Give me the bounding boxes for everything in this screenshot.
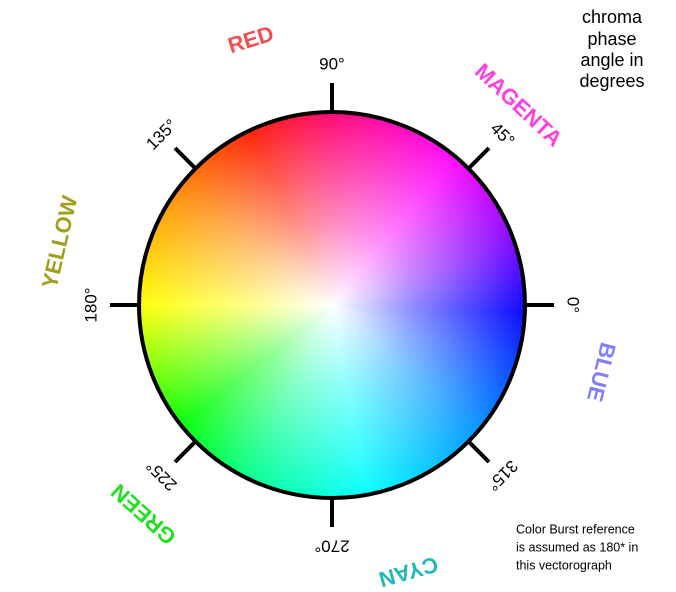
title-line: phase — [587, 29, 636, 49]
note-line: this vectorograph — [516, 558, 612, 572]
note-line: Color Burst reference — [516, 522, 635, 536]
tick-label: 90° — [319, 54, 345, 73]
tick-mark — [467, 146, 491, 170]
note-line: is assumed as 180* in — [516, 540, 638, 554]
color-name: BLUE — [582, 340, 621, 404]
tick-mark — [173, 146, 197, 170]
tick-label: 225° — [142, 456, 180, 494]
title-line: chroma — [582, 7, 643, 27]
color-name: YELLOW — [37, 193, 83, 291]
tick-label: 45° — [487, 119, 519, 151]
color-name: CYAN — [376, 552, 441, 592]
tick-label: 0° — [564, 297, 583, 313]
color-wheel — [137, 110, 527, 500]
color-name: MAGENTA — [470, 58, 567, 151]
tick-label: 315° — [483, 456, 521, 494]
tick-label: 270° — [314, 537, 349, 556]
tick-label: 180° — [81, 287, 100, 322]
title-line: angle in — [580, 50, 643, 70]
tick-label: 135° — [142, 115, 180, 153]
color-name: RED — [225, 21, 277, 58]
tick-mark — [173, 440, 197, 464]
title-line: degrees — [579, 71, 644, 91]
tick-mark — [467, 440, 491, 464]
